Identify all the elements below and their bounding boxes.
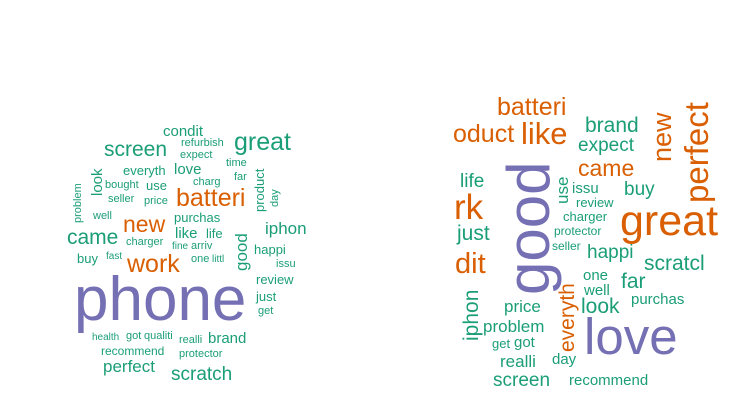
word-refurbish: refurbish xyxy=(181,137,224,149)
word-new: new xyxy=(647,112,677,162)
word-use: use xyxy=(553,176,572,204)
word-well: well xyxy=(584,282,610,299)
word-protector: protector xyxy=(554,224,602,238)
word-iphon: iphon xyxy=(265,219,307,238)
word-scratch: scratcl xyxy=(644,252,705,275)
word-brand: brand xyxy=(208,330,247,347)
word-purchas: purchas xyxy=(631,291,685,308)
word-great: great xyxy=(620,197,719,245)
word-day: day xyxy=(552,351,577,368)
word-expect: expect xyxy=(578,135,634,156)
word-recommend: recommend xyxy=(569,372,649,389)
word-look: look xyxy=(581,295,620,318)
word-charg: charg xyxy=(193,176,221,188)
word-scratch: scratch xyxy=(171,364,233,385)
word-perfect: perfect xyxy=(103,357,155,376)
word-seller: seller xyxy=(108,193,135,205)
word-new: new xyxy=(123,211,166,237)
word-price: price xyxy=(504,297,541,316)
word-one: one xyxy=(191,253,210,265)
word-phone: phone xyxy=(74,265,247,334)
word-cloud-right: batteri oduct like brand new perfect exp… xyxy=(376,0,753,409)
word-charger: charger xyxy=(563,209,608,224)
word-health: health xyxy=(92,332,120,343)
word-purchas: purchas xyxy=(174,210,221,225)
word-like: like xyxy=(521,116,568,151)
word-love: love xyxy=(584,308,678,365)
word-product: product xyxy=(252,168,267,212)
word-work: rk xyxy=(454,188,484,227)
word-got: got xyxy=(126,330,142,342)
word-condit: condit xyxy=(163,123,204,140)
word-charger: charger xyxy=(126,236,164,248)
word-buy: buy xyxy=(77,251,98,266)
word-review: review xyxy=(256,272,294,287)
word-protector: protector xyxy=(179,348,223,360)
word-happi: happi xyxy=(254,242,286,257)
word-issu: issu xyxy=(572,180,599,197)
word-just: just xyxy=(457,222,490,245)
word-time: time xyxy=(226,157,247,169)
word-look: look xyxy=(89,168,106,196)
word-got: got xyxy=(514,334,535,351)
word-arriv: arriv xyxy=(191,240,213,252)
word-get: get xyxy=(258,305,274,317)
word-review: review xyxy=(576,195,614,210)
word-issu: issu xyxy=(276,258,296,270)
word-problem: problem xyxy=(72,183,84,223)
word-came: came xyxy=(578,155,635,181)
word-well: well xyxy=(93,210,112,222)
word-expect: expect xyxy=(180,149,213,161)
word-just: just xyxy=(256,289,277,304)
word-fine: fine xyxy=(172,241,189,252)
word-buy: buy xyxy=(624,179,655,200)
word-screen: screen xyxy=(493,370,551,391)
word-life: life xyxy=(460,171,485,192)
word-seller: seller xyxy=(552,239,581,253)
word-love: love xyxy=(174,161,202,178)
word-fast: fast xyxy=(106,251,123,262)
word-cloud-left: condit refurbish expect great screen tim… xyxy=(0,0,376,409)
word-happi: happi xyxy=(587,242,634,263)
word-brand: brand xyxy=(585,114,639,137)
word-far: far xyxy=(621,270,646,293)
word-everyth: everyth xyxy=(123,163,166,178)
word-realli: realli xyxy=(500,352,536,371)
word-good: good xyxy=(495,161,562,295)
word-recommend: recommend xyxy=(101,344,165,358)
word-batteri: batteri xyxy=(497,93,567,121)
word-came: came xyxy=(67,226,119,249)
word-one: one xyxy=(583,267,609,284)
word-price: price xyxy=(144,195,168,207)
word-day: day xyxy=(269,189,281,207)
word-littl: littl xyxy=(212,254,225,265)
word-use: use xyxy=(146,178,167,193)
word-batteri: batteri xyxy=(176,184,246,212)
word-iphon: iphon xyxy=(460,289,483,341)
word-screen: screen xyxy=(104,138,168,161)
word-bought: bought xyxy=(105,179,139,191)
word-life: life xyxy=(206,226,223,241)
word-get: get xyxy=(492,336,511,351)
word-credit: dit xyxy=(455,248,486,280)
word-great: great xyxy=(234,128,291,156)
word-perfect: perfect xyxy=(678,102,715,203)
word-product: oduct xyxy=(453,120,515,148)
word-work: work xyxy=(127,250,180,278)
word-problem: problem xyxy=(483,317,545,336)
word-like: like xyxy=(175,225,198,242)
word-qualiti: qualiti xyxy=(144,330,173,342)
word-realli: realli xyxy=(179,334,203,346)
word-far: far xyxy=(234,171,247,183)
word-everyth: everyth xyxy=(556,283,579,352)
